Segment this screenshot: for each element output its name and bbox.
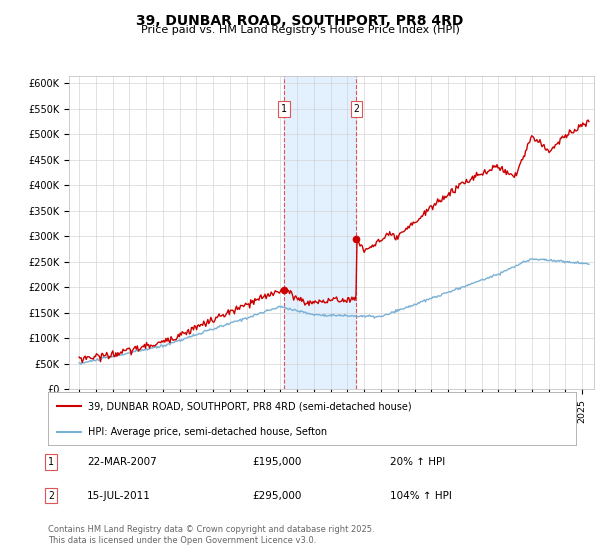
Text: £295,000: £295,000 [252,491,301,501]
Text: £195,000: £195,000 [252,457,301,467]
Text: 15-JUL-2011: 15-JUL-2011 [87,491,151,501]
Text: 22-MAR-2007: 22-MAR-2007 [87,457,157,467]
Text: Price paid vs. HM Land Registry's House Price Index (HPI): Price paid vs. HM Land Registry's House … [140,25,460,35]
Text: Contains HM Land Registry data © Crown copyright and database right 2025.
This d: Contains HM Land Registry data © Crown c… [48,525,374,545]
Text: 2: 2 [48,491,54,501]
Text: 1: 1 [281,104,287,114]
Text: 104% ↑ HPI: 104% ↑ HPI [390,491,452,501]
Text: 1: 1 [48,457,54,467]
Text: 39, DUNBAR ROAD, SOUTHPORT, PR8 4RD: 39, DUNBAR ROAD, SOUTHPORT, PR8 4RD [136,14,464,28]
Text: HPI: Average price, semi-detached house, Sefton: HPI: Average price, semi-detached house,… [88,427,327,437]
Text: 20% ↑ HPI: 20% ↑ HPI [390,457,445,467]
Bar [284,76,356,389]
Text: 39, DUNBAR ROAD, SOUTHPORT, PR8 4RD (semi-detached house): 39, DUNBAR ROAD, SOUTHPORT, PR8 4RD (sem… [88,402,411,412]
Text: 2: 2 [353,104,359,114]
